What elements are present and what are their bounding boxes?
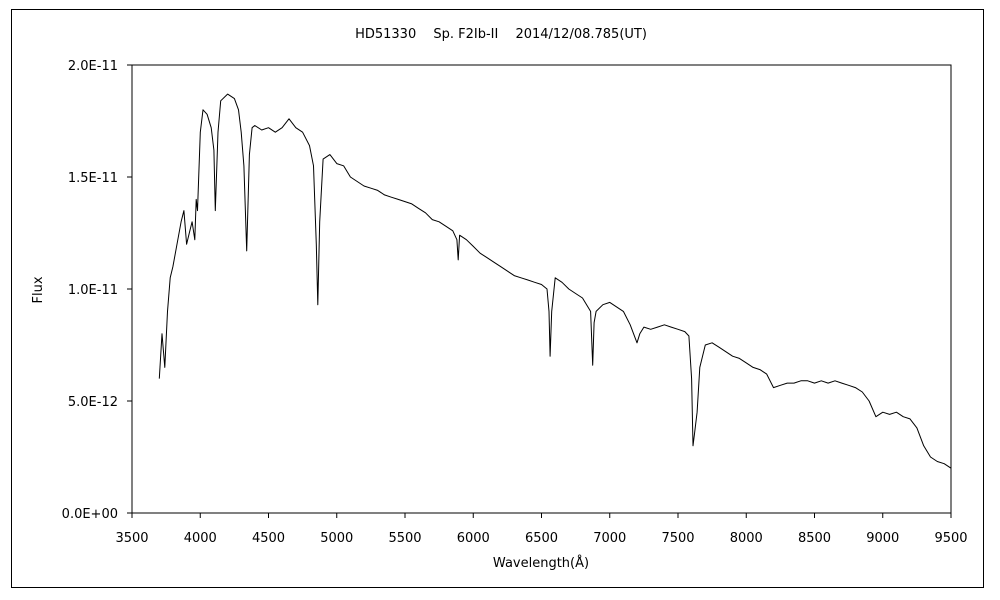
x-tick-label: 3500 (115, 531, 148, 546)
y-tick-label: 1.0E-11 (68, 283, 118, 298)
x-tick-label: 8500 (798, 531, 831, 546)
x-tick-label: 7000 (593, 531, 626, 546)
x-axis: 3500 4000 4500 5000 5500 6000 6500 7000 7500 8000… (115, 513, 968, 546)
y-tick-label: 1.5E-11 (68, 171, 118, 186)
x-tick-label: 9500 (934, 531, 967, 546)
x-tick-label: 7500 (661, 531, 694, 546)
x-tick-label: 6500 (525, 531, 558, 546)
chart-frame (11, 9, 984, 588)
x-tick-label: 4500 (252, 531, 285, 546)
y-tick-label: 5.0E-12 (68, 395, 118, 410)
y-axis: 0.0E+00 5.0E-12 1.0E-11 1.5E-11 2.0E-11 (62, 59, 132, 522)
x-tick-label: 4000 (184, 531, 217, 546)
x-tick-label: 5500 (388, 531, 421, 546)
x-tick-label: 9000 (866, 531, 899, 546)
plot-area (131, 64, 952, 514)
x-axis-title: Wavelength(Å) (493, 555, 589, 571)
x-tick-label: 8000 (730, 531, 763, 546)
y-tick-label: 2.0E-11 (68, 59, 118, 74)
x-tick-label: 6000 (457, 531, 490, 546)
y-tick-label: 0.0E+00 (62, 507, 118, 522)
chart-title: HD51330 Sp. F2Ib-II 2014/12/08.785(UT) (355, 27, 647, 42)
y-axis-title: Flux (31, 276, 46, 303)
x-tick-label: 5000 (320, 531, 353, 546)
series-line-0 (158, 93, 952, 469)
series-layer (158, 93, 952, 469)
